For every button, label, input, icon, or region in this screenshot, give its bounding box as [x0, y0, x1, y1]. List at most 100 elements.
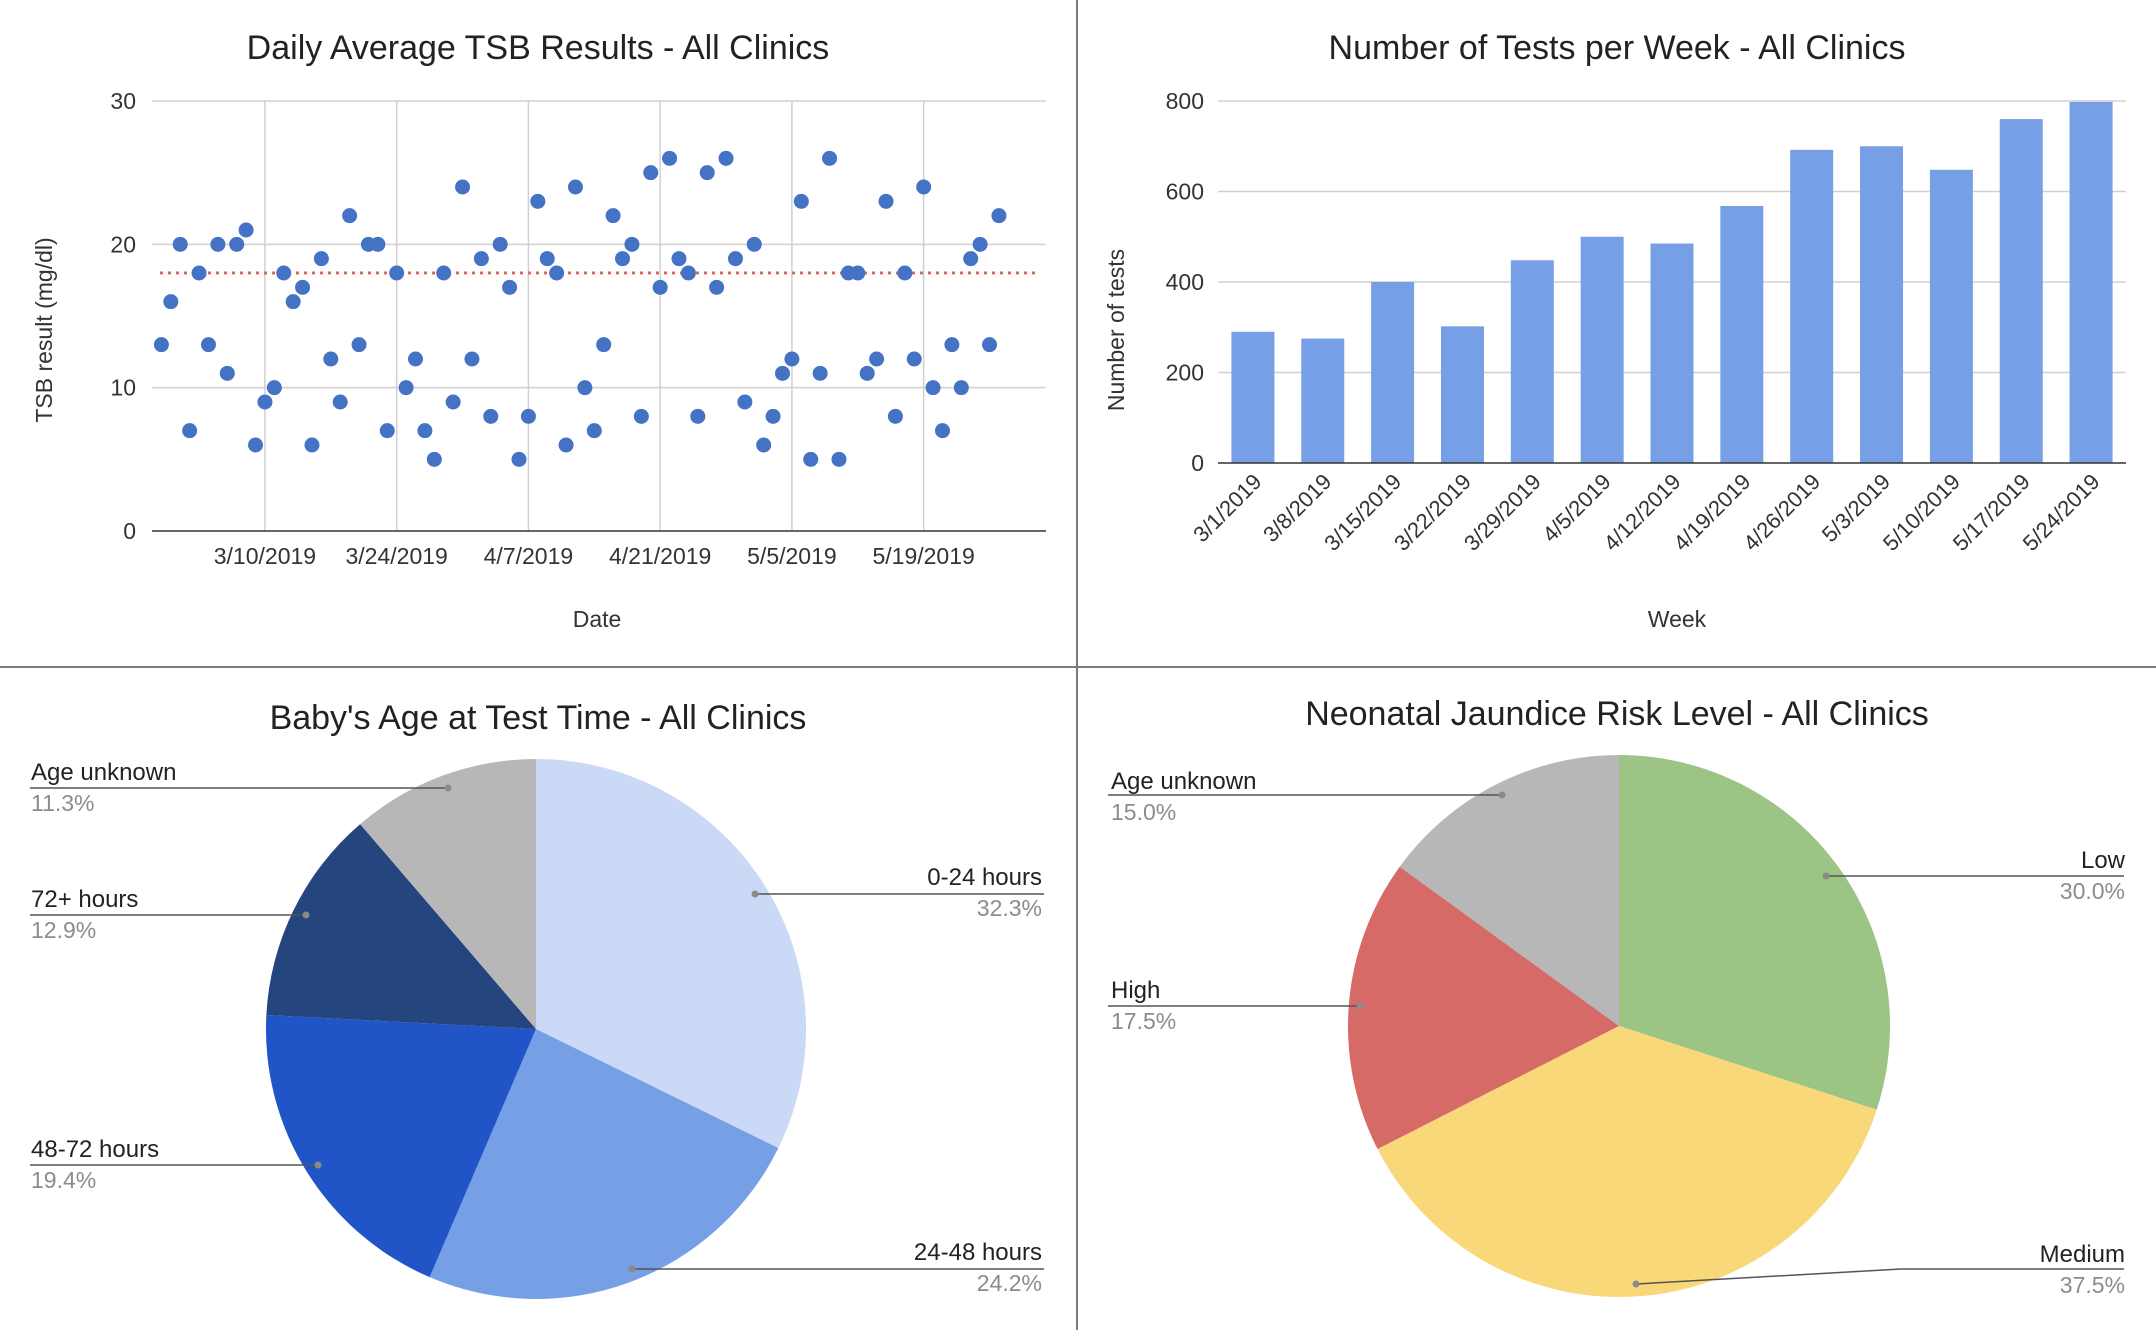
scatter-point: [963, 251, 979, 267]
scatter-point: [765, 408, 781, 424]
x-tick-label: 3/29/2019: [1459, 469, 1546, 556]
scatter-point: [191, 265, 207, 281]
scatter-point: [925, 380, 941, 396]
leader-dot: [1356, 1002, 1364, 1010]
y-tick-label: 20: [110, 231, 136, 257]
scatter-point: [455, 179, 471, 195]
scatter-point: [887, 408, 903, 424]
scatter-point: [869, 351, 885, 367]
scatter-point: [520, 408, 536, 424]
scatter-point: [633, 408, 649, 424]
x-tick-label: 5/24/2019: [2018, 469, 2105, 556]
scatter-point: [511, 451, 527, 467]
scatter-point: [276, 265, 292, 281]
scatter-point: [615, 251, 631, 267]
slice-label: Age unknown: [31, 759, 176, 786]
scatter-point: [831, 451, 847, 467]
pie-slice: [1619, 755, 1890, 1110]
pie-chart-svg: Baby's Age at Test Time - All Clinics 0-2…: [30, 699, 1044, 1299]
scatter-point: [323, 351, 339, 367]
scatter-point: [850, 265, 866, 281]
slice-label: 24-48 hours: [914, 1239, 1042, 1266]
scatter-point: [464, 351, 480, 367]
slice-label: 0-24 hours: [927, 864, 1042, 891]
scatter-point: [219, 365, 235, 381]
scatter-point: [709, 279, 725, 295]
scatter-point: [229, 236, 245, 252]
scatter-point: [163, 294, 179, 310]
y-tick-label: 30: [110, 88, 136, 114]
slice-percent: 19.4%: [31, 1167, 96, 1193]
slice-label: Medium: [2040, 1241, 2125, 1268]
leader-dot: [302, 911, 310, 919]
slice-percent: 12.9%: [31, 917, 96, 943]
scatter-point: [718, 150, 734, 166]
scatter-point: [934, 423, 950, 439]
y-tick-label: 800: [1166, 88, 1204, 114]
slice-percent: 32.3%: [977, 895, 1042, 921]
pie-slice: [429, 1029, 779, 1299]
scatter-point: [793, 193, 809, 209]
bar: [1999, 119, 2043, 463]
scatter-point: [389, 265, 405, 281]
scatter-point: [577, 380, 593, 396]
scatter-point: [266, 380, 282, 396]
scatter-point: [210, 236, 226, 252]
y-tick-label: 0: [1191, 450, 1204, 476]
scatter-point: [680, 265, 696, 281]
leader-dot: [444, 784, 452, 792]
scatter-point: [991, 208, 1007, 224]
pie-chart-svg: Neonatal Jaundice Risk Level - All Clini…: [1108, 695, 2126, 1298]
y-tick-label: 400: [1166, 269, 1204, 295]
scatter-point: [643, 165, 659, 181]
pie-slice: [1348, 866, 1619, 1150]
chart-title: Daily Average TSB Results - All Clinics: [247, 29, 830, 67]
scatter-point: [671, 251, 687, 267]
scatter-point: [417, 423, 433, 439]
scatter-point: [558, 437, 574, 453]
bar-chart-svg: Number of Tests per Week - All Clinics 0 2…: [1103, 29, 2126, 632]
y-tick-label: 600: [1166, 179, 1204, 205]
pie-slice: [266, 1015, 536, 1278]
pie-slice: [1377, 1026, 1877, 1298]
scatter-point: [407, 351, 423, 367]
slice-percent: 17.5%: [1111, 1008, 1176, 1034]
slice-percent: 37.5%: [2060, 1272, 2125, 1298]
leader-dot: [751, 890, 759, 898]
slice-percent: 11.3%: [31, 790, 95, 816]
y-axis-label: TSB result (mg/dl): [31, 237, 57, 422]
scatter-point: [690, 408, 706, 424]
pie-slice: [536, 759, 806, 1149]
x-axis-label: Date: [573, 606, 622, 632]
scatter-point: [473, 251, 489, 267]
slice-percent: 30.0%: [2060, 878, 2125, 904]
scatter-point: [332, 394, 348, 410]
bar: [1860, 146, 1904, 463]
scatter-point: [248, 437, 264, 453]
scatter-point: [775, 365, 791, 381]
bar: [1301, 338, 1345, 463]
horizontal-divider: [0, 666, 2156, 668]
bar: [2069, 101, 2113, 463]
x-tick-label: 4/7/2019: [484, 543, 574, 569]
y-tick-label: 0: [123, 518, 136, 544]
leader-dot: [1498, 791, 1506, 799]
slice-label: 72+ hours: [31, 886, 138, 913]
scatter-point: [953, 380, 969, 396]
scatter-point: [426, 451, 442, 467]
slice-percent: 24.2%: [977, 1270, 1042, 1296]
scatter-point: [906, 351, 922, 367]
scatter-point: [784, 351, 800, 367]
leader-line: [1635, 1268, 2124, 1285]
scatter-point: [285, 294, 301, 310]
scatter-point: [972, 236, 988, 252]
scatter-point: [549, 265, 565, 281]
scatter-chart-svg: Daily Average TSB Results - All Clinics 0…: [31, 29, 1046, 632]
y-tick-label: 200: [1166, 360, 1204, 386]
bar: [1580, 236, 1624, 463]
scatter-point: [436, 265, 452, 281]
slice-label: 48-72 hours: [31, 1136, 159, 1163]
slice-label: High: [1111, 977, 1160, 1004]
scatter-point: [822, 150, 838, 166]
